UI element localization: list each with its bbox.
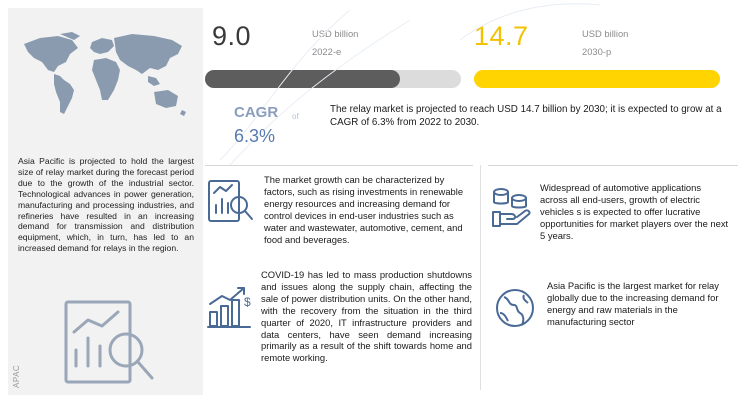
bar-2030-fill <box>474 70 720 88</box>
bar-2022-fill <box>205 70 400 88</box>
world-map-icon <box>24 32 186 116</box>
market-summary: The relay market is projected to reach U… <box>330 104 722 128</box>
coins-hand-icon <box>492 188 531 227</box>
divider <box>488 165 738 166</box>
region-tag: APAC <box>12 364 21 388</box>
insight-text: Widespread of automotive applications ac… <box>540 182 729 241</box>
bar-chart-magnifier-icon <box>208 180 253 222</box>
cagr-of: of <box>292 112 299 121</box>
insight-text: Asia Pacific is the largest market for r… <box>547 280 719 327</box>
region-description: Asia Pacific is projected to hold the la… <box>18 156 194 254</box>
cagr-label: CAGR <box>234 104 279 121</box>
unit-2022: USD billion <box>312 28 359 39</box>
year-2030: 2030-p <box>582 46 612 57</box>
growth-bar-chart-icon: $ <box>207 287 251 328</box>
globe-icon <box>496 289 534 327</box>
unit-2030: USD billion <box>582 28 629 39</box>
svg-text:$: $ <box>244 295 251 309</box>
insight-text: COVID-19 has led to mass production shut… <box>261 269 472 364</box>
region-panel: Asia Pacific is projected to hold the la… <box>8 8 203 395</box>
analytics-document-icon <box>64 300 154 384</box>
year-2022: 2022-e <box>312 46 342 57</box>
cagr-value: 6.3% <box>234 126 276 146</box>
insight-text: The market growth can be characterized b… <box>264 174 464 245</box>
divider <box>480 165 481 390</box>
market-value-2022: 9.0 <box>212 21 252 51</box>
divider <box>205 165 473 166</box>
market-value-2030: 14.7 <box>474 21 529 51</box>
decorative-lines <box>219 3 601 165</box>
